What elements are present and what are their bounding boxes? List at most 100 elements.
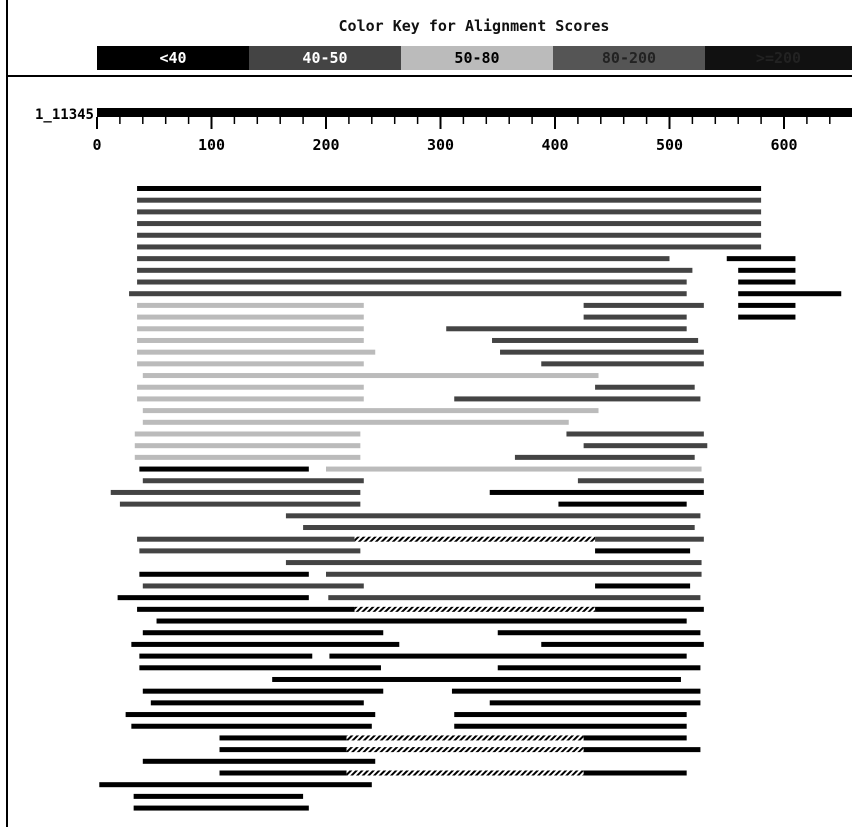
- hit-segment: [219, 770, 347, 776]
- hit-segment: [583, 770, 687, 776]
- hit-segment: [137, 326, 364, 332]
- hit-segment: [454, 396, 701, 402]
- hit-segment: [583, 443, 708, 449]
- hit-segment: [137, 186, 762, 191]
- hit-segment: [110, 489, 361, 495]
- hit-segment: [137, 221, 762, 227]
- hit-row: [137, 396, 701, 402]
- hit-segment: [285, 513, 701, 519]
- divider-rule: [6, 75, 852, 77]
- hit-segment: [451, 688, 701, 694]
- hit-segment: [117, 595, 309, 601]
- hit-segment: [326, 571, 702, 577]
- hit-row: [110, 489, 704, 495]
- hit-segment: [137, 337, 364, 343]
- hit-row: [125, 712, 687, 718]
- hit-row: [129, 291, 842, 297]
- hit-row: [134, 431, 704, 437]
- hit-row: [137, 244, 762, 250]
- hit-segment: [303, 525, 695, 531]
- axis-tick-label: 500: [656, 136, 683, 154]
- hit-segment: [125, 712, 376, 718]
- hit-row: [137, 256, 796, 262]
- hit-segment: [119, 501, 361, 507]
- hit-segment: [583, 747, 701, 753]
- hit-row: [137, 232, 762, 238]
- hit-row: [134, 454, 695, 460]
- hit-segment: [142, 630, 384, 636]
- hit-segment: [541, 641, 704, 647]
- hit-segment: [558, 501, 687, 507]
- color-key-bin: <40: [97, 46, 249, 70]
- hit-row: [139, 548, 691, 554]
- hit-segment: [134, 443, 361, 449]
- hit-row: [137, 267, 796, 273]
- hit-row: [137, 314, 796, 320]
- hit-segment: [219, 735, 347, 741]
- query-axis: 1_11345 0 100 200 300 400 500 600: [35, 107, 852, 154]
- hit-segment: [219, 747, 347, 753]
- hit-segment: [595, 536, 704, 542]
- hit-row: [133, 805, 309, 811]
- hit-segment: [726, 256, 796, 262]
- hit-segment: [566, 431, 704, 437]
- hit-segment: [137, 256, 670, 262]
- hit-segment: [99, 782, 372, 788]
- hit-row: [142, 419, 569, 425]
- hit-segment: [137, 209, 762, 215]
- hit-row: [219, 735, 687, 741]
- hit-segment: [595, 583, 691, 589]
- hit-row: [137, 349, 704, 355]
- frame-border-left: [6, 0, 8, 827]
- hit-row: [142, 373, 599, 379]
- hit-segment: [139, 665, 381, 671]
- hit-segment: [346, 747, 584, 753]
- hit-row: [137, 209, 762, 215]
- hit-segment: [346, 735, 584, 741]
- axis-tick-label: 0: [92, 136, 101, 154]
- hit-segment: [134, 431, 361, 437]
- hit-segment: [285, 560, 702, 566]
- color-key-bar: <40 40-50 50-80 80-200 >=200: [97, 46, 852, 70]
- hit-segment: [738, 291, 842, 297]
- hit-segment: [139, 571, 309, 577]
- hit-row: [150, 700, 701, 706]
- hit-segment: [142, 758, 376, 764]
- hit-segment: [133, 793, 304, 799]
- axis-tick-label: 400: [541, 136, 568, 154]
- hit-row: [137, 337, 699, 343]
- hit-segment: [595, 606, 704, 612]
- hit-row: [142, 583, 691, 589]
- color-key-bin: >=200: [705, 46, 852, 70]
- color-key-bin: 40-50: [249, 46, 401, 70]
- hit-row: [131, 723, 687, 729]
- hit-row: [142, 478, 704, 484]
- hit-segment: [133, 805, 309, 811]
- hit-segment: [577, 478, 704, 484]
- hit-segment: [139, 653, 313, 659]
- hit-row: [131, 641, 704, 647]
- color-key-bin: 50-80: [401, 46, 553, 70]
- hit-segment: [131, 641, 400, 647]
- hit-segment: [137, 361, 364, 367]
- hit-row: [139, 466, 702, 472]
- hit-row: [137, 606, 704, 612]
- hit-segment: [738, 279, 796, 285]
- hit-row: [137, 221, 762, 227]
- hit-row: [139, 665, 701, 671]
- hit-row: [137, 361, 704, 367]
- hit-segment: [156, 618, 687, 624]
- hit-segment: [489, 489, 704, 495]
- hit-row: [134, 443, 708, 449]
- hit-segment: [328, 595, 701, 601]
- hit-row: [272, 676, 681, 682]
- hit-segment: [129, 291, 687, 297]
- hit-row: [142, 688, 701, 694]
- hit-row: [137, 279, 796, 285]
- hit-segment: [583, 735, 687, 741]
- hit-segment: [583, 314, 687, 320]
- hit-segment: [137, 197, 762, 203]
- hit-row: [137, 326, 687, 332]
- hit-segment: [142, 583, 364, 589]
